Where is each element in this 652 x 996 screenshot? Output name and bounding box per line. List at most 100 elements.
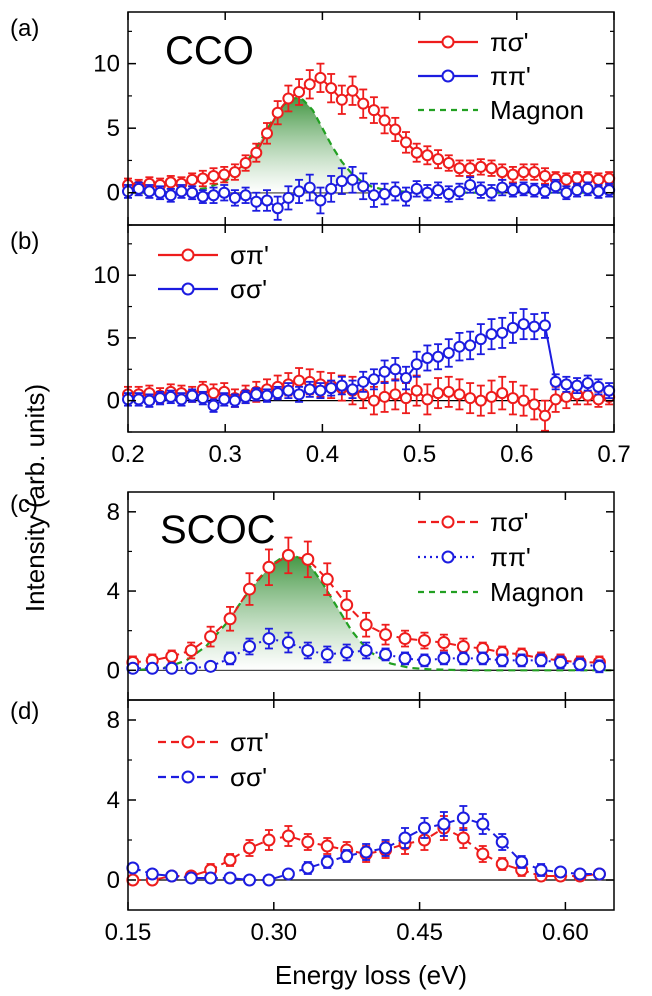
data-point (592, 659, 606, 673)
data-point (495, 857, 509, 871)
y-tick-label: 8 (107, 499, 120, 526)
data-point (340, 598, 354, 612)
data-point (239, 157, 252, 170)
data-point (389, 388, 402, 401)
data-point (281, 636, 295, 650)
panel-c: 0 4 8 (c) SCOC πσ' ππ' Magnon (10, 491, 615, 701)
data-point (228, 191, 241, 204)
data-point (293, 374, 306, 387)
legend-marker (441, 515, 455, 529)
data-point (204, 630, 218, 644)
data-point (495, 653, 509, 667)
data-point (359, 643, 373, 657)
data-point (592, 867, 606, 881)
data-point (154, 186, 167, 199)
data-point (389, 123, 402, 136)
data-point (528, 184, 541, 197)
data-point (517, 318, 530, 331)
data-point (399, 136, 412, 149)
data-point (538, 319, 551, 332)
data-point (399, 190, 412, 203)
data-point (560, 378, 573, 391)
data-point (196, 190, 209, 203)
legend-label: σσ' (230, 762, 267, 792)
data-point (243, 873, 256, 887)
x-tick-label: 0.5 (403, 441, 436, 468)
data-point (517, 394, 530, 407)
legend-label: Magnon (490, 95, 584, 125)
data-point (456, 811, 470, 825)
data-point (262, 560, 276, 574)
data-point (223, 871, 237, 885)
data-point (379, 628, 393, 642)
data-point (165, 661, 179, 675)
plot-frame (127, 699, 615, 911)
data-point (126, 661, 140, 675)
y-tick-label: 8 (107, 707, 120, 734)
data-point (260, 194, 273, 207)
magnon-fill-area (128, 97, 614, 193)
data-point (421, 393, 434, 406)
data-point (154, 392, 167, 405)
x-axis-title: Energy loss (eV) (275, 960, 467, 990)
data-point (282, 384, 295, 397)
data-point (281, 829, 295, 843)
sample-label: SCOC (160, 508, 276, 552)
data-point (398, 651, 412, 665)
data-point (506, 168, 519, 181)
data-point (515, 855, 529, 869)
data-point (145, 661, 159, 675)
data-point (293, 388, 306, 401)
data-point (320, 855, 334, 869)
data-point (534, 653, 548, 667)
data-point (603, 184, 616, 197)
data-point (143, 394, 156, 407)
data-point (243, 582, 256, 596)
data-point (571, 184, 584, 197)
y-tick-label: 5 (107, 325, 120, 352)
legend: πσ' ππ' Magnon (418, 507, 584, 607)
data-point (398, 831, 412, 845)
data-point (456, 640, 470, 654)
legend-marker (181, 735, 195, 749)
data-point (359, 618, 373, 632)
data-point (271, 202, 284, 215)
data-point (474, 184, 487, 197)
data-point (399, 372, 412, 385)
data-point (164, 390, 177, 403)
data-point (184, 661, 198, 675)
data-point (398, 632, 412, 646)
panel-label: (a) (10, 15, 39, 42)
data-point (239, 390, 252, 403)
data-point (417, 821, 431, 835)
panel-a: 0 5 10 (a) CCO πσ' ππ' Magnon (10, 11, 616, 226)
data-point (573, 867, 587, 881)
legend-marker (441, 35, 455, 49)
data-point (517, 166, 530, 179)
legend-label: σσ' (230, 274, 267, 304)
data-point (474, 333, 487, 346)
data-point (515, 653, 529, 667)
data-point (250, 388, 263, 401)
data-point (453, 162, 466, 175)
data-point (560, 173, 573, 186)
legend-label: ππ' (490, 61, 531, 91)
data-point (389, 363, 402, 376)
legend-marker (441, 550, 455, 564)
data-point (301, 861, 315, 875)
data-point (204, 871, 218, 885)
data-point (271, 106, 284, 119)
series-sigma_sigma (126, 805, 606, 887)
data-point (399, 392, 412, 405)
data-point (126, 861, 140, 875)
data-point (417, 634, 431, 648)
data-point (581, 377, 594, 390)
data-point (554, 655, 568, 669)
data-point (456, 831, 470, 845)
data-point (437, 651, 451, 665)
data-point (293, 185, 306, 198)
data-point (271, 387, 284, 400)
data-point (303, 78, 316, 91)
legend-label: σπ' (230, 240, 269, 270)
panel-b: 0 5 10 0.2 0.3 0.4 0.5 0.6 0.7 (b) σπ' σσ' (10, 224, 631, 468)
